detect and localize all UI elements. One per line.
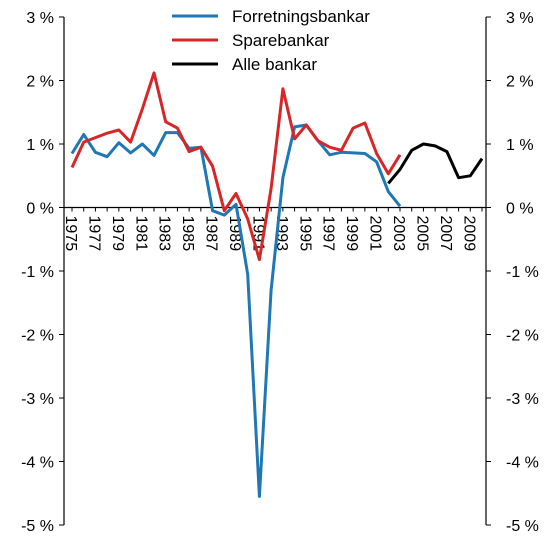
series-line-sparebankar [70,71,402,262]
y-tick-label-right: -5 % [506,518,539,535]
x-tick-label: 1995 [296,216,313,252]
y-tick-label-right: 1 % [506,137,534,154]
legend: Forretningsbankar Sparebankar Alle bankar [172,7,370,74]
x-tick-label: 2009 [460,216,477,252]
y-tick-label-left: -3 % [21,391,54,408]
x-tick-label: 1981 [132,216,149,252]
y-tick-label-right: -2 % [506,328,539,345]
y-tick-label-right: 0 % [506,201,534,218]
y-tick-label-left: -2 % [21,328,54,345]
x-tick-label: 1977 [85,216,102,252]
chart-axes [63,17,487,525]
legend-label: Sparebankar [232,31,330,50]
y-tick-label-left: 1 % [26,137,54,154]
legend-label: Alle bankar [232,55,317,74]
y-tick-label-right: 3 % [506,10,534,27]
y-tick-label-left: -5 % [21,518,54,535]
legend-label: Forretningsbankar [232,7,370,26]
y-tick-label-left: 2 % [26,74,54,91]
x-tick-label: 1999 [343,216,360,252]
y-tick-label-right: -3 % [506,391,539,408]
x-axis: 1975 1977 1979 1981 1983 1985 1987 1989 1991 1993… [62,207,483,252]
x-tick-label: 2007 [437,216,454,252]
x-tick-label: 2005 [413,216,430,252]
series-lines [70,71,484,498]
x-tick-label: 1987 [203,216,220,252]
y-tick-label-left: -1 % [21,264,54,281]
y-tick-label-left: 0 % [26,201,54,218]
right-y-axis: 3 % 2 % 1 % 0 % -1 % -2 % -3 % -4 % -5 % [486,10,539,535]
series-line-forretningsbankar [70,123,402,498]
y-tick-label-right: 2 % [506,74,534,91]
x-tick-label: 1983 [156,216,173,252]
x-tick-label: 1985 [179,216,196,252]
y-tick-label-left: 3 % [26,10,54,27]
y-tick-label-right: -4 % [506,455,539,472]
x-tick-label: 1997 [320,216,337,252]
series-line-alle-bankar [387,142,484,185]
left-y-axis: 3 % 2 % 1 % 0 % -1 % -2 % -3 % -4 % -5 % [21,10,64,535]
y-tick-label-left: -4 % [21,455,54,472]
x-tick-label: 2001 [367,216,384,252]
x-tick-label: 1979 [109,216,126,252]
x-tick-label: 2003 [390,216,407,252]
x-tick-label: 1975 [62,216,79,252]
y-tick-label-right: -1 % [506,264,539,281]
